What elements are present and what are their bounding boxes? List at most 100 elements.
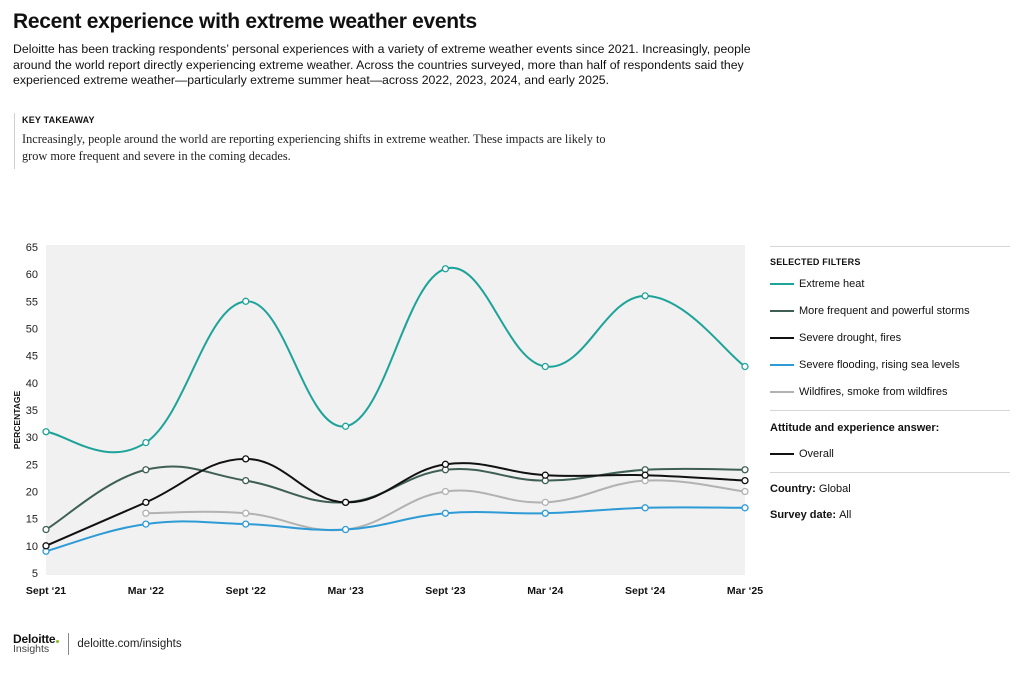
legend-label: Severe drought, fires bbox=[799, 332, 902, 344]
data-point-severe-flooding-rising-sea-levels bbox=[142, 520, 150, 528]
data-point-wildfires-smoke-from-wildfires bbox=[142, 509, 150, 517]
data-point-severe-drought-fires bbox=[441, 460, 450, 468]
data-point-extreme-heat bbox=[441, 265, 450, 273]
country-value: Global bbox=[818, 483, 851, 495]
y-tick-label: 50 bbox=[26, 324, 38, 336]
data-point-more-frequent-and-powerful-storms bbox=[142, 466, 150, 474]
legend-item-flooding[interactable]: Severe flooding, rising sea levels bbox=[770, 358, 960, 372]
x-tick-label: Mar ‘22 bbox=[128, 585, 164, 597]
data-point-severe-flooding-rising-sea-levels bbox=[641, 504, 649, 512]
legend-label: Severe flooding, rising sea levels bbox=[799, 359, 960, 371]
x-tick-label: Sept ‘24 bbox=[625, 585, 665, 597]
y-tick-label: 60 bbox=[26, 269, 38, 281]
series-line-severe-flooding-rising-sea-levels bbox=[45, 506, 746, 553]
x-tick-label: Mar ‘24 bbox=[527, 585, 563, 597]
legend-label: More frequent and powerful storms bbox=[799, 305, 970, 317]
footer: Deloitte Insights deloitte.com/insights bbox=[13, 633, 182, 655]
data-point-severe-flooding-rising-sea-levels bbox=[441, 509, 450, 517]
x-tick-label: Sept ‘23 bbox=[425, 585, 465, 597]
data-point-extreme-heat bbox=[541, 362, 549, 371]
x-tick-label: Sept ‘21 bbox=[26, 585, 66, 597]
y-tick-label: 15 bbox=[26, 514, 38, 526]
footer-divider bbox=[68, 633, 70, 655]
country-filter: Country: Global bbox=[770, 483, 851, 495]
legend-swatch bbox=[770, 364, 794, 366]
x-tick-label: Mar ‘23 bbox=[327, 585, 363, 597]
data-point-more-frequent-and-powerful-storms bbox=[741, 466, 749, 474]
filters-heading: SELECTED FILTERS bbox=[770, 257, 861, 267]
data-point-extreme-heat bbox=[242, 297, 250, 305]
plot-background bbox=[46, 245, 745, 575]
y-tick-label: 25 bbox=[26, 459, 38, 471]
deloitte-logo: Deloitte Insights bbox=[13, 632, 60, 655]
line-chart: 5 10 15 20 25 30 35 40 45 50 55 60 65 Sept ‘21 Mar ‘22… bbox=[12, 242, 763, 597]
logo-wordmark: Deloitte bbox=[13, 632, 56, 646]
data-point-extreme-heat bbox=[641, 292, 649, 300]
data-point-wildfires-smoke-from-wildfires bbox=[541, 498, 549, 507]
y-axis-label: PERCENTAGE bbox=[12, 390, 22, 449]
x-tick-label: Mar ‘25 bbox=[727, 585, 763, 597]
y-tick-label: 10 bbox=[26, 541, 38, 553]
x-tick-label: Sept ‘22 bbox=[226, 585, 266, 597]
page-title: Recent experience with extreme weather e… bbox=[13, 10, 477, 33]
series-line-extreme-heat bbox=[45, 266, 746, 454]
y-tick-label: 45 bbox=[26, 351, 38, 363]
data-point-extreme-heat bbox=[741, 362, 749, 371]
legend-label: Wildfires, smoke from wildfires bbox=[799, 386, 948, 398]
data-point-severe-drought-fires bbox=[142, 498, 150, 507]
key-takeaway: KEY TAKEAWAY Increasingly, people around… bbox=[14, 113, 622, 169]
data-point-severe-flooding-rising-sea-levels bbox=[741, 504, 749, 512]
y-tick-label: 20 bbox=[26, 487, 38, 499]
legend-swatch bbox=[770, 453, 794, 455]
data-point-severe-flooding-rising-sea-levels bbox=[541, 509, 549, 517]
data-point-more-frequent-and-powerful-storms bbox=[242, 476, 250, 485]
y-tick-label: 65 bbox=[26, 242, 38, 254]
legend-swatch bbox=[770, 283, 794, 285]
data-point-severe-drought-fires bbox=[341, 498, 350, 507]
legend-item-wildfires[interactable]: Wildfires, smoke from wildfires bbox=[770, 385, 948, 399]
data-point-more-frequent-and-powerful-storms bbox=[42, 525, 50, 534]
data-point-wildfires-smoke-from-wildfires bbox=[242, 509, 250, 517]
takeaway-heading: KEY TAKEAWAY bbox=[22, 115, 95, 125]
logo-dot bbox=[56, 640, 60, 643]
country-label: Country: bbox=[770, 483, 816, 495]
data-point-severe-drought-fires bbox=[741, 476, 749, 485]
data-point-extreme-heat bbox=[341, 422, 350, 430]
legend-item-extreme-heat[interactable]: Extreme heat bbox=[770, 277, 864, 291]
legend-swatch bbox=[770, 337, 794, 339]
intro-text: Deloitte has been tracking respondents’ … bbox=[13, 42, 751, 87]
legend-swatch bbox=[770, 391, 794, 393]
divider bbox=[770, 410, 1010, 411]
y-tick-label: 55 bbox=[26, 296, 38, 308]
y-tick-label: 35 bbox=[26, 405, 38, 417]
footer-link[interactable]: deloitte.com/insights bbox=[77, 638, 182, 650]
y-tick-label: 30 bbox=[26, 432, 38, 444]
divider bbox=[770, 246, 1010, 247]
legend-item-drought[interactable]: Severe drought, fires bbox=[770, 331, 901, 345]
data-point-severe-drought-fires bbox=[641, 471, 649, 479]
y-tick-label: 5 bbox=[32, 568, 38, 580]
y-tick-label: 40 bbox=[26, 378, 38, 390]
data-point-wildfires-smoke-from-wildfires bbox=[441, 487, 450, 496]
takeaway-body: Increasingly, people around the world ar… bbox=[22, 132, 606, 163]
data-point-severe-drought-fires bbox=[242, 455, 250, 463]
data-point-extreme-heat bbox=[142, 438, 150, 447]
data-point-severe-drought-fires bbox=[42, 542, 50, 550]
divider bbox=[770, 472, 1010, 473]
legend-label: Overall bbox=[799, 448, 834, 460]
attitude-label: Attitude and experience answer: bbox=[770, 422, 940, 434]
data-point-severe-flooding-rising-sea-levels bbox=[341, 525, 350, 534]
data-point-wildfires-smoke-from-wildfires bbox=[741, 487, 749, 496]
series-line-severe-drought-fires bbox=[45, 457, 746, 547]
legend-swatch bbox=[770, 310, 794, 312]
survey-date-filter: Survey date: All bbox=[770, 509, 851, 521]
data-point-severe-flooding-rising-sea-levels bbox=[242, 520, 250, 528]
survey-label: Survey date: bbox=[770, 509, 837, 521]
data-point-extreme-heat bbox=[42, 428, 50, 436]
survey-value: All bbox=[839, 509, 852, 521]
legend-item-overall[interactable]: Overall bbox=[770, 447, 834, 461]
data-point-severe-drought-fires bbox=[541, 471, 549, 479]
logo-subtitle: Insights bbox=[13, 643, 50, 655]
legend-item-storms[interactable]: More frequent and powerful storms bbox=[770, 304, 970, 318]
legend-label: Extreme heat bbox=[799, 278, 865, 290]
